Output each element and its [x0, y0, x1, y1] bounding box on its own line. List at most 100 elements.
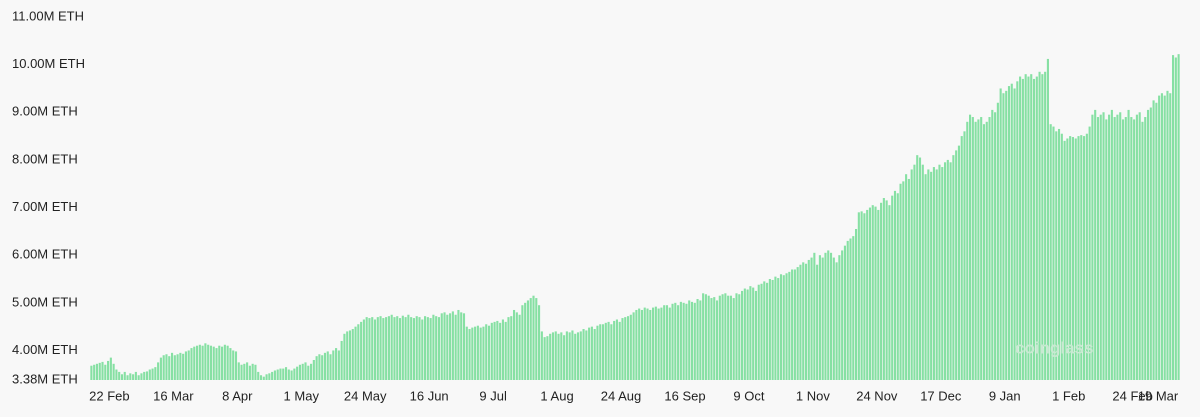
bar	[604, 322, 607, 380]
bar	[635, 309, 638, 380]
x-tick-label: 16 Sep	[664, 388, 705, 403]
bar	[615, 319, 618, 380]
bar	[310, 363, 313, 380]
bar	[782, 275, 785, 380]
bar	[738, 294, 741, 380]
bar	[354, 326, 357, 380]
bar	[173, 355, 176, 380]
bar	[393, 317, 396, 380]
x-tick-label: 22 Feb	[89, 388, 129, 403]
bar	[337, 350, 340, 380]
bar	[1013, 88, 1016, 380]
bar	[454, 314, 457, 380]
bar	[346, 331, 349, 380]
bar	[157, 362, 160, 380]
bar	[735, 293, 738, 380]
bar	[571, 330, 574, 380]
bar	[1096, 117, 1100, 380]
bar	[195, 345, 199, 380]
y-tick-label: 3.38M ETH	[12, 371, 78, 386]
bar	[390, 314, 393, 380]
x-tick-label: 24 Aug	[601, 388, 642, 403]
bar	[98, 362, 101, 380]
bar	[351, 329, 354, 380]
bar	[582, 329, 585, 380]
bar	[246, 362, 249, 380]
bar	[802, 262, 805, 380]
bar	[932, 167, 935, 380]
bar	[771, 279, 774, 380]
bar	[718, 295, 721, 380]
x-tick-label: 24 Nov	[856, 388, 898, 403]
bar	[679, 301, 682, 380]
bar	[804, 263, 808, 380]
bar	[1005, 90, 1008, 380]
x-tick-label: 9 Oct	[733, 388, 764, 403]
bar	[418, 317, 421, 380]
bar	[891, 195, 894, 380]
bar	[360, 321, 363, 380]
bar	[554, 331, 557, 380]
bar	[479, 327, 482, 380]
bar	[1083, 136, 1086, 380]
bar	[991, 109, 994, 380]
bar	[760, 283, 763, 380]
bar	[287, 369, 290, 380]
bar	[727, 295, 730, 380]
bar	[1152, 100, 1155, 380]
bar	[315, 356, 318, 380]
bar	[593, 329, 596, 380]
bar	[212, 346, 215, 380]
bar	[535, 298, 538, 380]
bar	[460, 312, 463, 380]
bar	[590, 326, 593, 380]
bar	[1108, 114, 1111, 381]
bar	[501, 319, 504, 380]
bar	[485, 324, 488, 380]
bar	[404, 317, 407, 380]
bar	[273, 370, 276, 380]
bar	[1130, 117, 1133, 380]
bar	[1071, 137, 1075, 380]
bar	[1102, 112, 1105, 381]
bar	[443, 312, 446, 380]
bar	[1052, 126, 1055, 381]
bar	[557, 333, 560, 380]
bar	[510, 316, 513, 380]
bar	[532, 295, 535, 380]
bar	[713, 297, 716, 380]
bar	[129, 373, 132, 380]
x-tick-label: 24 Feb	[1112, 388, 1152, 403]
bar	[874, 206, 877, 380]
bar	[568, 332, 571, 380]
bar	[237, 362, 240, 380]
bar	[524, 302, 527, 380]
bar	[715, 300, 719, 380]
bar	[1063, 140, 1066, 380]
bar	[512, 309, 516, 380]
bar	[251, 363, 254, 380]
bar	[960, 136, 963, 380]
bar	[832, 257, 835, 380]
bar	[690, 301, 694, 380]
bar	[813, 252, 816, 380]
bar	[955, 150, 958, 380]
bar	[154, 367, 157, 380]
bar	[969, 114, 972, 381]
bar	[710, 298, 713, 380]
bar	[688, 300, 691, 380]
bar	[159, 357, 162, 380]
bar	[190, 348, 193, 380]
bar	[259, 375, 263, 380]
bar	[974, 121, 977, 380]
bar	[763, 281, 766, 380]
bar	[538, 305, 541, 380]
bar	[201, 345, 204, 380]
bar	[126, 375, 129, 380]
bar	[882, 198, 885, 380]
bar	[1160, 93, 1163, 381]
bar	[866, 209, 869, 380]
bar	[207, 344, 210, 380]
bar	[888, 205, 891, 380]
bar	[1155, 102, 1158, 380]
